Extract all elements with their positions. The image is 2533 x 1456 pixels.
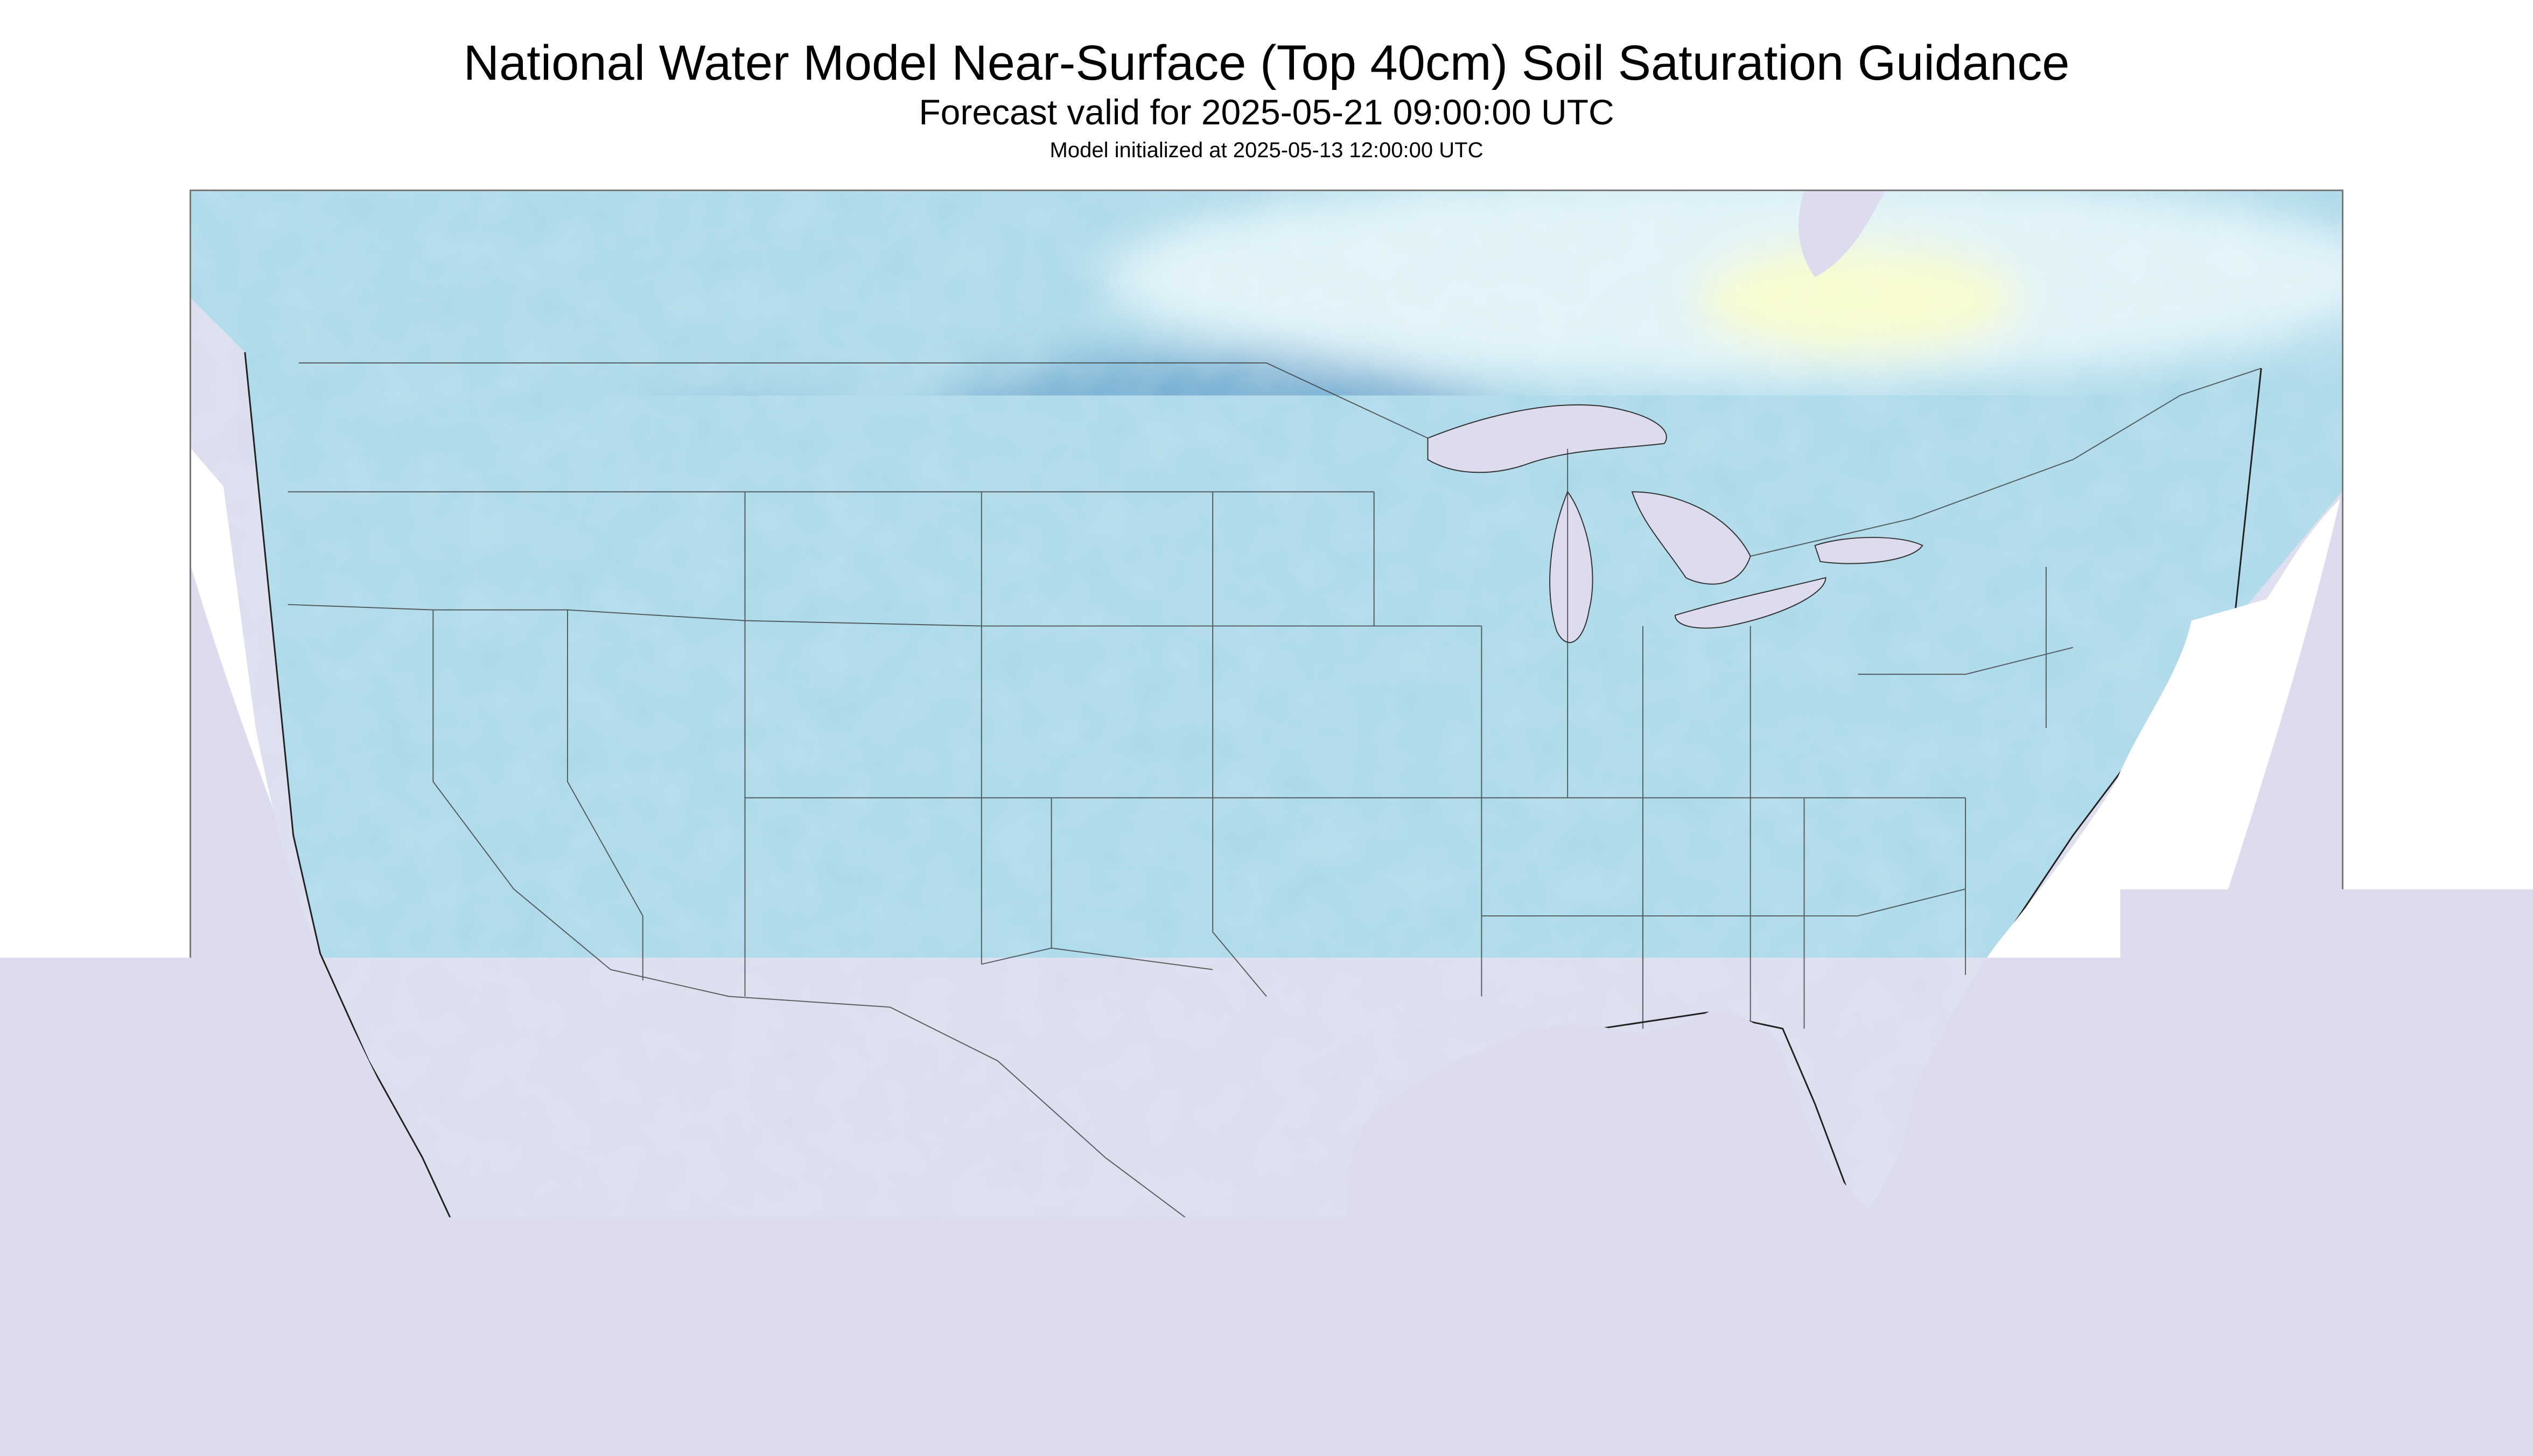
legend-tick: 25 — [1005, 1300, 1036, 1334]
legend-swatch-ndv — [528, 1348, 652, 1383]
owp-mark: OWP — [198, 1219, 278, 1256]
legend-swatch — [652, 1348, 775, 1383]
color-legend — [527, 1346, 2007, 1385]
map-title: National Water Model Near-Surface (Top 4… — [0, 33, 2533, 93]
legend-tick: 45 — [1251, 1300, 1283, 1334]
legend-tick: 35 — [1128, 1300, 1159, 1334]
owp-logo: OWP Office of Water Prediction — [198, 1216, 356, 1259]
owp-subtext: Office of Water Prediction — [284, 1223, 356, 1252]
legend-swatch — [898, 1348, 1021, 1383]
forecast-valid-time: Forecast valid for 2025-05-21 09:00:00 U… — [0, 90, 2533, 134]
legend-tick: 55 — [1375, 1300, 1406, 1334]
soil-saturation-map — [190, 190, 2343, 1264]
legend-swatch — [1268, 1348, 1391, 1383]
legend-swatch — [1021, 1348, 1145, 1383]
legend-swatch — [1638, 1348, 1761, 1383]
legend-swatch — [1145, 1348, 1268, 1383]
legend-tick: 65 — [1498, 1300, 1529, 1334]
legend-swatch — [775, 1348, 898, 1383]
legend-tick: 95 — [1869, 1300, 1900, 1334]
legend-tick: ndv — [504, 1300, 549, 1334]
legend-tick: 100 — [1984, 1300, 2031, 1334]
map-canvas — [191, 191, 2342, 1262]
svg-text:noaa: noaa — [2295, 1216, 2322, 1227]
legend-unit-label: Percent — [0, 1400, 2533, 1434]
legend-tick: 75 — [1622, 1300, 1653, 1334]
legend-tick: 0 — [642, 1300, 658, 1334]
legend-tick: 85 — [1745, 1300, 1776, 1334]
model-init-time: Model initialized at 2025-05-13 12:00:00… — [0, 137, 2533, 164]
legend-swatch — [1884, 1348, 2006, 1383]
legend-tick: 5 — [766, 1300, 781, 1334]
legend-swatch — [1761, 1348, 1884, 1383]
legend-tick: 15 — [881, 1300, 913, 1334]
legend-swatch — [1514, 1348, 1638, 1383]
noaa-icon: noaa — [2281, 1202, 2337, 1258]
legend-swatch — [1391, 1348, 1514, 1383]
legend-tick-labels: ndv 0 5 15 25 35 45 55 65 75 85 95 100 — [527, 1300, 2007, 1338]
